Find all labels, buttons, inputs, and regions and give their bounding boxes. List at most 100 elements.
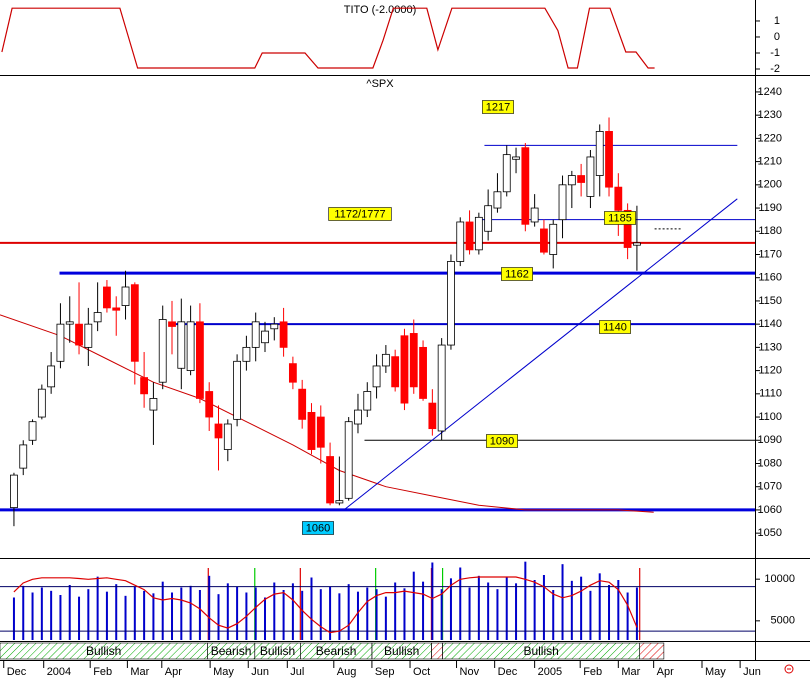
candle-body [512, 156, 520, 160]
volume-bar [468, 587, 471, 640]
candle-body [288, 363, 297, 383]
y-tick-label: 1060 [758, 504, 782, 516]
sentiment-label: Bullish [384, 644, 419, 658]
candle-body [447, 261, 455, 346]
volume-bar [198, 590, 201, 640]
candle-body [428, 402, 437, 430]
candle-body [177, 321, 186, 369]
panel-title: TITO (-2.0000) [344, 4, 417, 16]
candle-body [474, 216, 483, 251]
candle-body [56, 323, 65, 362]
volume-bar [375, 589, 378, 640]
x-tick-label: 2004 [47, 666, 71, 678]
volume-bar [68, 585, 71, 640]
volume-bar [366, 587, 369, 640]
candle-body [168, 321, 176, 327]
volume-bar [301, 590, 304, 640]
candle-body [316, 416, 325, 448]
y-tick-label: 10000 [764, 573, 795, 585]
candle-body [521, 147, 530, 225]
x-tick-label: Apr [657, 666, 674, 678]
candle-body [186, 321, 195, 371]
candle-body [577, 175, 586, 183]
candle-body [121, 286, 130, 306]
x-tick-label: Jul [290, 666, 304, 678]
price-tag-box [486, 434, 518, 448]
volume-bar [431, 562, 434, 640]
volume-bar [589, 590, 592, 640]
candle-body [456, 221, 465, 262]
y-tick-label: 1 [774, 15, 780, 27]
candle-body [549, 223, 558, 255]
y-tick-label: 1120 [758, 365, 782, 377]
candle-body [251, 321, 260, 348]
y-tick-label: -1 [770, 47, 780, 59]
volume-bar [226, 583, 229, 640]
candle-body [567, 175, 576, 186]
x-tick-label: Mar [130, 666, 149, 678]
candle-body [93, 312, 102, 323]
y-tick-label: 1110 [759, 388, 782, 400]
x-tick-label: Feb [583, 666, 602, 678]
x-tick-label: Jun [743, 666, 761, 678]
y-tick-label: 1050 [758, 527, 782, 539]
candle-body [335, 500, 344, 504]
volume-bar [403, 588, 406, 640]
volume-bar [282, 590, 285, 640]
status-icon [784, 664, 794, 674]
y-tick-label: 1140 [758, 318, 782, 330]
volume-bar [542, 575, 545, 640]
candle-body [223, 423, 232, 450]
volume-bar [263, 597, 266, 640]
candle-body [605, 131, 613, 188]
y-tick-label: 1080 [758, 457, 782, 469]
volume-bar [570, 580, 573, 640]
sentiment-segment [431, 642, 443, 660]
candle-body [279, 321, 288, 348]
x-tick-label: Dec [498, 666, 518, 678]
y-tick-label: 1210 [758, 156, 782, 168]
candle-body [586, 156, 595, 197]
volume-bar [40, 587, 43, 640]
volume-bar [338, 593, 341, 640]
volume-bar [422, 581, 425, 640]
sentiment-label: Bullish [523, 644, 558, 658]
price-tag: 1162 [505, 268, 529, 280]
x-tick-label: Dec [7, 666, 27, 678]
volume-bar [310, 577, 313, 640]
volume-bar [515, 583, 518, 640]
volume-bar [96, 576, 99, 640]
volume-bar [22, 585, 25, 640]
x-tick-label: Mar [621, 666, 640, 678]
candle-body [47, 365, 56, 388]
x-tick-label: May [213, 666, 234, 678]
candle-body [75, 323, 83, 346]
volume-bar [171, 592, 174, 640]
y-tick-label: 1230 [758, 109, 782, 121]
volume-bar [617, 580, 620, 640]
price-tag: 1090 [490, 435, 514, 447]
y-tick-label: 1220 [758, 132, 782, 144]
price-tag: 1140 [603, 321, 627, 333]
volume-bar [356, 591, 359, 640]
volume-bar [635, 587, 638, 640]
candle-body [158, 319, 167, 383]
candle-body [19, 444, 28, 469]
volume-bar [105, 591, 108, 640]
sentiment-label: Bullish [260, 644, 295, 658]
candle-body [409, 333, 418, 388]
volume-bar [273, 582, 276, 640]
y-tick-label: 1160 [758, 272, 782, 284]
volume-bar [12, 597, 15, 640]
volume-bar [608, 585, 611, 640]
y-tick-label: 0 [774, 31, 780, 43]
candle-body [400, 335, 409, 404]
volume-bar [115, 584, 118, 640]
price-tag-box [482, 100, 514, 114]
price-tag-box [501, 267, 533, 281]
candle-body [326, 456, 334, 504]
volume-bar [87, 589, 90, 640]
price-tag: 1217 [486, 101, 510, 113]
panel-title: ^SPX [366, 78, 394, 90]
